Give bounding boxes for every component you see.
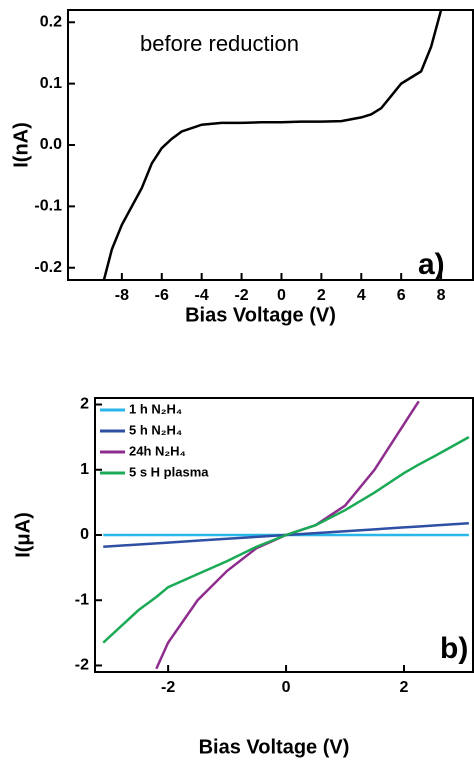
y-tick-label: -1 [75, 591, 89, 608]
line [102, 436, 470, 644]
y-tick-label: 0.2 [40, 13, 62, 30]
x-axis-label: Bias Voltage (V) [199, 736, 350, 758]
annotation: before reduction [140, 31, 299, 56]
x-axis-label: Bias Voltage (V) [185, 304, 336, 326]
y-tick-label: -0.2 [34, 259, 62, 276]
y-tick-label: 0 [80, 526, 89, 543]
y-tick-label: 0.0 [40, 136, 62, 153]
y-axis-label: I(nA) [10, 122, 32, 168]
legend-label: 5 s H plasma [129, 464, 209, 479]
y-tick-label: 1 [80, 461, 89, 478]
x-tick-label: -4 [195, 287, 209, 304]
legend-label: 1 h N₂H₄ [129, 401, 182, 416]
annotation: b) [440, 632, 468, 665]
x-tick-label: 4 [357, 287, 366, 304]
y-tick-label: -2 [75, 657, 89, 674]
x-tick-label: -2 [234, 287, 248, 304]
y-tick-label: 2 [80, 396, 89, 413]
x-tick-label: 8 [437, 287, 446, 304]
x-tick-label: 0 [282, 679, 291, 696]
x-tick-label: 2 [317, 287, 326, 304]
legend-label: 24h N₂H₄ [129, 443, 186, 458]
y-tick-label: -0.1 [34, 198, 62, 215]
y-tick-label: 0.1 [40, 75, 62, 92]
line [102, 10, 443, 280]
plot-frame [67, 9, 474, 281]
y-axis-label: I(μA) [12, 512, 34, 558]
x-tick-label: -2 [161, 679, 175, 696]
annotation: a) [418, 248, 445, 281]
x-tick-label: -8 [115, 287, 129, 304]
legend-label: 5 h N₂H₄ [129, 422, 182, 437]
x-tick-label: 0 [277, 287, 286, 304]
x-tick-label: 2 [400, 679, 409, 696]
x-tick-label: 6 [397, 287, 406, 304]
plot-frame [94, 397, 474, 673]
x-tick-label: -6 [155, 287, 169, 304]
